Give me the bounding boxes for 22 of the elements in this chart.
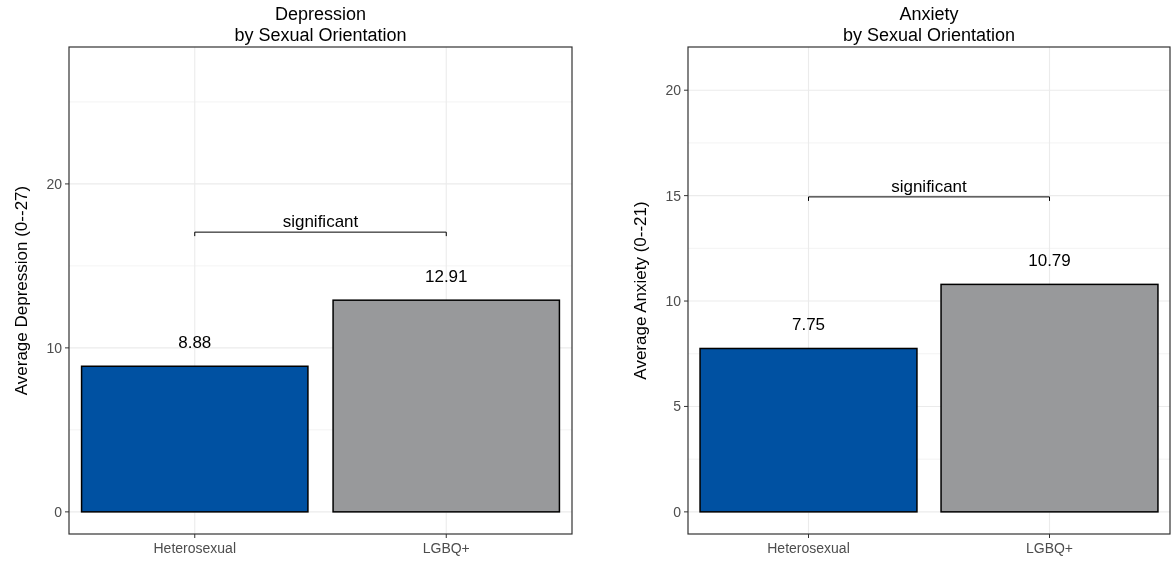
y-tick-label: 15 <box>665 187 682 204</box>
y-tick-label: 10 <box>46 339 63 356</box>
y-tick-label: 20 <box>46 175 63 192</box>
y-tick-label: 0 <box>54 503 63 520</box>
data-label: 10.79 <box>1028 251 1071 271</box>
x-tick-label: LGBQ+ <box>422 540 470 556</box>
data-label: 12.91 <box>424 267 468 287</box>
y-axis-title: Average Depression (0--27) <box>12 185 31 396</box>
data-label: 8.88 <box>178 333 212 353</box>
y-tick-label: 5 <box>673 398 682 415</box>
y-tick-label: 20 <box>665 82 682 99</box>
x-tick-label: Heterosexual <box>767 540 850 556</box>
y-tick-label: 0 <box>673 503 682 520</box>
y-axis-title: Average Anxiety (0--21) <box>631 201 650 380</box>
chart-title: Depression by Sexual Orientation <box>234 4 407 45</box>
chart-title: Anxiety by Sexual Orientation <box>842 4 1016 45</box>
annotation: significant <box>891 176 968 196</box>
x-tick-label: LGBQ+ <box>1025 540 1074 556</box>
annotation: significant <box>282 212 359 232</box>
y-tick-label: 10 <box>665 292 682 309</box>
x-tick-label: Heterosexual <box>153 540 236 556</box>
data-label: 7.75 <box>791 315 826 335</box>
